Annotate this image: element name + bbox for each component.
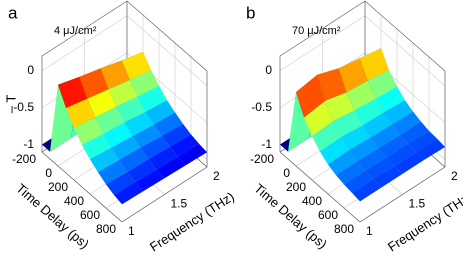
x-tick-label: 400 xyxy=(64,194,84,208)
x-tick-label: 600 xyxy=(80,208,100,222)
grid-line xyxy=(126,15,208,86)
y-tick-label: 1.5 xyxy=(171,197,188,211)
panel-label: b xyxy=(246,3,255,22)
y-tick-label: 1.5 xyxy=(409,197,426,211)
surface-patch xyxy=(351,178,382,202)
grid-line xyxy=(364,15,446,86)
x-tick-label: 0 xyxy=(45,166,52,180)
y-axis-label: Frequency (THz) xyxy=(147,189,237,255)
z-tick-label: -1 xyxy=(261,137,272,151)
x-tick-label: 200 xyxy=(48,180,68,194)
axis-box xyxy=(41,0,128,57)
x-tick-label: 0 xyxy=(283,166,290,180)
z-tick-label: -0.5 xyxy=(13,100,34,114)
x-tick-label: -200 xyxy=(250,152,274,166)
axis-box xyxy=(279,151,361,223)
axis-box xyxy=(364,0,446,72)
axis-box xyxy=(279,0,366,57)
x-tick-label: 400 xyxy=(302,194,322,208)
axis-box xyxy=(121,166,208,223)
z-tick-label: 0 xyxy=(265,63,272,77)
x-tick-label: 200 xyxy=(286,180,306,194)
x-tick-label: 800 xyxy=(96,222,116,236)
y-tick-label: 2 xyxy=(451,169,458,183)
surface-patch xyxy=(394,152,425,175)
z-tick-label: -0.5 xyxy=(251,100,272,114)
y-tick-label: 2 xyxy=(213,169,220,183)
z-axis-label: – T xyxy=(3,95,18,114)
z-tick-label: -1 xyxy=(23,137,34,151)
axis-box xyxy=(126,0,208,72)
x-tick-label: 600 xyxy=(318,208,338,222)
surface-patch xyxy=(372,165,403,188)
surface-patch xyxy=(113,181,144,205)
x-tick-label: -200 xyxy=(12,152,36,166)
y-tick-label: 1 xyxy=(128,224,135,238)
axis-box xyxy=(359,166,446,223)
annotation: 70 μJ/cm² xyxy=(292,25,341,37)
panel-label: a xyxy=(8,3,18,22)
z-tick-label: 0 xyxy=(27,63,34,77)
axis-box xyxy=(41,151,123,223)
annotation: 4 μJ/cm² xyxy=(54,25,97,37)
surface-patch xyxy=(415,138,446,161)
y-tick-label: 1 xyxy=(366,224,373,238)
x-tick-label: 800 xyxy=(334,222,354,236)
